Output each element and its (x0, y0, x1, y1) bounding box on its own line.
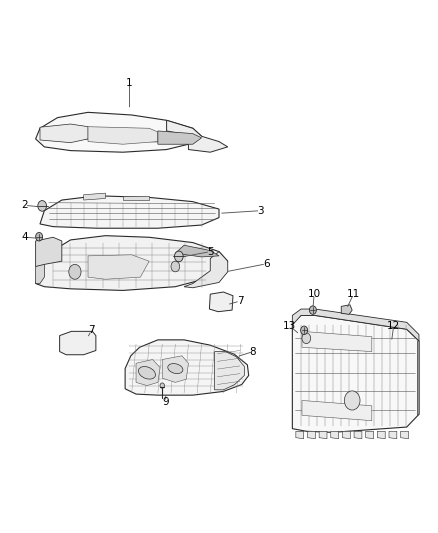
Circle shape (35, 232, 42, 241)
Polygon shape (331, 431, 339, 439)
Polygon shape (292, 316, 419, 432)
Polygon shape (125, 340, 249, 395)
Text: 8: 8 (250, 346, 256, 357)
Polygon shape (84, 193, 106, 200)
Text: 9: 9 (162, 397, 169, 407)
Polygon shape (184, 252, 228, 288)
Text: 11: 11 (347, 289, 360, 299)
Polygon shape (292, 309, 419, 341)
Polygon shape (418, 341, 419, 415)
Ellipse shape (168, 364, 183, 374)
Text: 10: 10 (307, 289, 321, 299)
Polygon shape (60, 332, 96, 355)
Polygon shape (40, 196, 219, 228)
Polygon shape (302, 332, 372, 352)
Polygon shape (88, 255, 149, 279)
Text: 12: 12 (387, 321, 400, 331)
Circle shape (171, 261, 180, 272)
Circle shape (344, 391, 360, 410)
Polygon shape (88, 127, 158, 144)
Polygon shape (123, 196, 149, 200)
Text: 6: 6 (263, 259, 269, 269)
Polygon shape (366, 431, 374, 439)
Text: 2: 2 (21, 200, 28, 211)
Polygon shape (175, 245, 219, 257)
Polygon shape (35, 260, 44, 284)
Circle shape (302, 333, 311, 344)
Polygon shape (215, 352, 244, 390)
Polygon shape (302, 400, 372, 421)
Polygon shape (319, 431, 327, 439)
Polygon shape (35, 236, 228, 290)
Ellipse shape (138, 367, 155, 379)
Polygon shape (296, 431, 304, 439)
Text: 7: 7 (237, 296, 243, 306)
Text: 4: 4 (21, 232, 28, 243)
Text: 1: 1 (126, 78, 133, 88)
Polygon shape (166, 120, 228, 152)
Polygon shape (209, 292, 233, 312)
Polygon shape (307, 431, 315, 439)
Circle shape (160, 383, 164, 388)
Polygon shape (35, 237, 62, 266)
Polygon shape (162, 356, 188, 382)
Polygon shape (389, 431, 397, 439)
Polygon shape (40, 124, 88, 143)
Text: 3: 3 (257, 206, 264, 216)
Polygon shape (401, 431, 409, 439)
Polygon shape (136, 360, 160, 385)
Polygon shape (35, 112, 201, 152)
Circle shape (300, 326, 307, 335)
Text: 7: 7 (88, 325, 95, 335)
Circle shape (309, 306, 316, 314)
Circle shape (174, 251, 183, 262)
Text: 5: 5 (207, 247, 214, 256)
Circle shape (38, 200, 46, 211)
Text: 13: 13 (283, 321, 297, 331)
Polygon shape (343, 431, 350, 439)
Polygon shape (354, 431, 362, 439)
Circle shape (69, 264, 81, 279)
Polygon shape (341, 305, 352, 314)
Polygon shape (378, 431, 385, 439)
Polygon shape (158, 131, 201, 144)
